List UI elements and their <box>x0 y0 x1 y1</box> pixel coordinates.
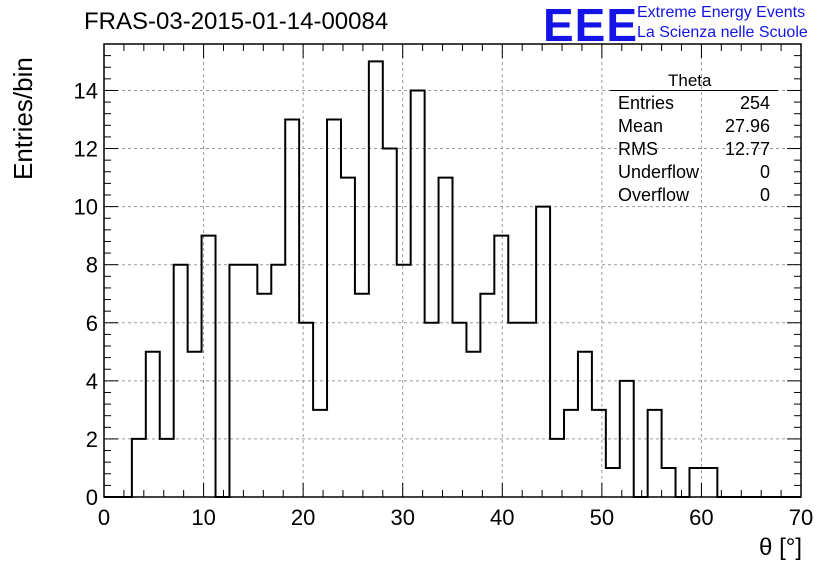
x-tick-label: 0 <box>98 505 110 530</box>
histogram-bin <box>313 410 327 497</box>
histogram-bin <box>188 352 202 497</box>
histogram-bin <box>480 294 494 497</box>
stats-value-underflow: 0 <box>759 162 770 182</box>
x-tick-label: 30 <box>390 505 414 530</box>
histogram-bin <box>466 352 480 497</box>
histogram-bin <box>355 294 369 497</box>
histogram-bin <box>439 178 453 497</box>
histogram-bin <box>132 439 146 497</box>
stats-divider <box>610 90 778 91</box>
x-axis-label: θ [°] <box>759 534 802 561</box>
logo-text-line1: Extreme Energy Events <box>637 4 806 21</box>
histogram-bin <box>662 468 676 497</box>
histogram-bin <box>648 410 662 497</box>
histogram-bin <box>508 323 522 497</box>
histogram-bin <box>536 207 550 497</box>
x-tick-label: 70 <box>789 505 813 530</box>
histogram-bin <box>494 236 508 497</box>
histogram-bin <box>257 294 271 497</box>
histogram-bin <box>299 323 313 497</box>
stats-label-overflow: Overflow <box>618 185 690 205</box>
stats-value-mean: 27.96 <box>724 116 770 136</box>
y-tick-label: 14 <box>74 78 98 103</box>
plot-frame <box>103 43 802 498</box>
stats-value-rms: 12.77 <box>724 139 770 159</box>
histogram-bin <box>425 323 439 497</box>
x-tick-label: 20 <box>291 505 315 530</box>
histogram-outline <box>104 60 801 498</box>
stats-label-underflow: Underflow <box>618 162 700 182</box>
x-tick-label: 60 <box>689 505 713 530</box>
eee-logo: EEE <box>543 0 639 51</box>
histogram-bin <box>341 178 355 497</box>
histogram-bin <box>578 352 592 497</box>
y-tick-label: 8 <box>86 253 98 278</box>
histogram-bin <box>285 120 299 498</box>
histogram-bin <box>522 323 536 497</box>
y-tick-label: 4 <box>86 369 98 394</box>
y-axis-label: Entries/bin <box>8 57 38 180</box>
histogram-bin <box>369 61 383 497</box>
histogram-bin <box>160 439 174 497</box>
histogram-bin <box>174 265 188 497</box>
histogram-bin <box>703 468 717 497</box>
histogram-bin <box>550 439 564 497</box>
x-tick-label: 10 <box>191 505 215 530</box>
stats-label-mean: Mean <box>618 116 664 136</box>
stats-label-rms: RMS <box>618 139 658 159</box>
histogram-bin <box>606 468 620 497</box>
histogram-bin <box>592 410 606 497</box>
x-tick-label: 50 <box>590 505 614 530</box>
stats-title: Theta <box>668 71 712 90</box>
y-tick-label: 6 <box>86 311 98 336</box>
chart-title: FRAS-03-2015-01-14-00084 <box>84 8 389 35</box>
histogram-bin <box>411 90 425 497</box>
y-tick-label: 0 <box>86 485 98 510</box>
histogram-bin <box>146 352 160 497</box>
stats-value-overflow: 0 <box>759 185 770 205</box>
logo-text-line2: La Scienza nelle Scuole <box>637 24 808 41</box>
y-tick-label: 10 <box>74 195 98 220</box>
histogram-bin <box>327 120 341 498</box>
histogram-bin <box>453 323 467 497</box>
x-tick-label: 40 <box>490 505 514 530</box>
y-tick-label: 2 <box>86 427 98 452</box>
stats-value-entries: 254 <box>739 93 770 113</box>
y-tick-label: 12 <box>74 137 98 162</box>
stats-label-entries: Entries <box>618 93 675 113</box>
histogram-bin <box>564 410 578 497</box>
